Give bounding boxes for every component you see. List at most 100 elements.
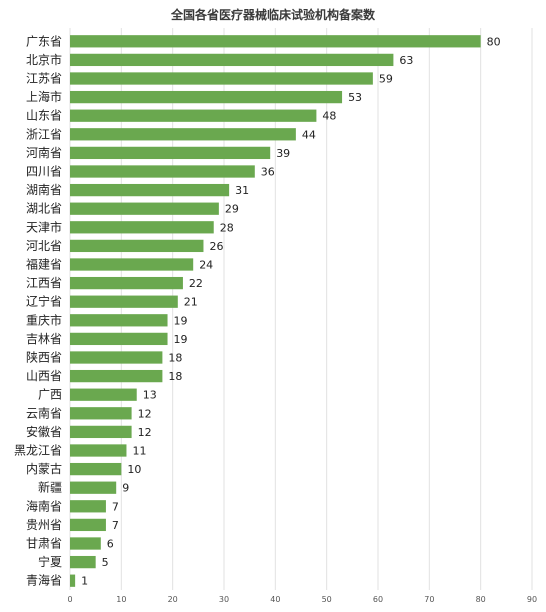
value-label: 39	[276, 147, 290, 160]
value-label: 9	[122, 482, 129, 495]
category-label: 山西省	[26, 369, 62, 383]
bar	[70, 555, 96, 569]
category-label: 辽宁省	[26, 294, 62, 309]
category-label: 云南省	[26, 405, 62, 420]
bar	[70, 462, 122, 476]
bar	[70, 128, 296, 141]
value-label: 29	[225, 203, 239, 216]
value-label: 6	[107, 538, 114, 551]
bar	[70, 183, 230, 197]
bar	[70, 332, 168, 346]
value-label: 48	[322, 110, 336, 123]
value-label: 19	[174, 314, 188, 327]
bar	[70, 518, 106, 532]
bar	[70, 202, 219, 215]
bar-layer	[70, 35, 481, 587]
category-label: 河南省	[26, 145, 62, 160]
bar	[70, 146, 271, 160]
bar	[70, 258, 194, 271]
value-label: 26	[209, 240, 223, 253]
x-tick-label: 60	[373, 595, 383, 604]
value-label: 13	[143, 389, 157, 402]
bar	[70, 35, 481, 48]
category-label: 浙江省	[26, 127, 62, 141]
value-label: 5	[102, 556, 109, 569]
category-label: 新疆	[38, 480, 62, 495]
value-label: 19	[174, 333, 188, 346]
value-label: 80	[487, 35, 501, 48]
bar	[70, 53, 394, 67]
x-tick-label: 0	[67, 595, 72, 604]
category-label: 陕西省	[26, 350, 62, 365]
category-label: 江苏省	[26, 72, 62, 86]
x-tick-label: 10	[116, 595, 126, 604]
category-label: 吉林省	[26, 332, 62, 346]
value-label: 63	[399, 54, 413, 67]
bar	[70, 109, 317, 122]
x-tick-label: 80	[476, 595, 486, 604]
value-label: 53	[348, 91, 362, 104]
value-label: 12	[138, 407, 152, 420]
bar	[70, 72, 373, 85]
value-label: 22	[189, 277, 203, 290]
category-label: 北京市	[26, 52, 62, 67]
x-tick-label: 30	[219, 595, 229, 604]
value-label: 44	[302, 128, 316, 141]
category-label: 黑龙江省	[14, 444, 62, 458]
x-tick-label: 50	[322, 595, 332, 604]
value-label: 11	[132, 445, 146, 458]
value-label: 7	[112, 500, 119, 513]
x-tick-label: 90	[527, 595, 537, 604]
bar	[70, 444, 127, 457]
value-label: 7	[112, 519, 119, 532]
category-label: 山东省	[26, 109, 62, 123]
value-label: 36	[261, 166, 275, 179]
value-label: 24	[199, 259, 213, 272]
category-labels: 广东省北京市江苏省上海市山东省浙江省河南省四川省湖南省湖北省天津市河北省福建省江…	[14, 34, 62, 587]
value-label: 31	[235, 184, 249, 197]
x-tick-label: 40	[270, 595, 280, 604]
bar	[70, 221, 214, 234]
category-label: 海南省	[26, 498, 62, 513]
value-label: 28	[220, 221, 234, 234]
category-label: 宁夏	[38, 554, 62, 569]
value-label: 59	[379, 73, 393, 86]
bar	[70, 239, 204, 253]
category-label: 青海省	[26, 573, 62, 588]
value-label: 18	[168, 352, 182, 365]
bar	[70, 537, 101, 550]
bar	[70, 90, 343, 104]
bar	[70, 314, 168, 327]
bar	[70, 295, 178, 308]
bar	[70, 369, 163, 383]
value-label: 18	[168, 370, 182, 383]
category-label: 重庆市	[26, 312, 62, 327]
bar	[70, 388, 137, 401]
category-label: 内蒙古	[26, 461, 62, 476]
chart-title: 全国各省医疗器械临床试验机构备案数	[170, 8, 375, 22]
value-label: 1	[81, 575, 88, 588]
bar	[70, 407, 132, 420]
bar	[70, 481, 117, 494]
bar	[70, 165, 255, 178]
value-labels: 8063595348443936312928262422211919181813…	[81, 35, 501, 587]
category-label: 江西省	[26, 276, 62, 290]
bar	[70, 574, 76, 587]
x-tick-label: 70	[424, 595, 434, 604]
category-label: 湖北省	[26, 201, 62, 216]
category-label: 河北省	[26, 239, 62, 253]
x-tick-label: 20	[168, 595, 178, 604]
x-axis-ticks: 0 10 20 30 40 50 60 70 80 90	[67, 595, 537, 604]
category-label: 广西	[38, 388, 62, 402]
value-label: 10	[127, 463, 141, 476]
category-label: 上海市	[26, 89, 62, 104]
bar	[70, 351, 163, 364]
category-label: 湖南省	[26, 182, 62, 197]
category-label: 天津市	[26, 219, 62, 234]
bar	[70, 500, 106, 513]
bar	[70, 425, 132, 439]
category-label: 安徽省	[26, 424, 62, 439]
value-label: 12	[138, 426, 152, 439]
